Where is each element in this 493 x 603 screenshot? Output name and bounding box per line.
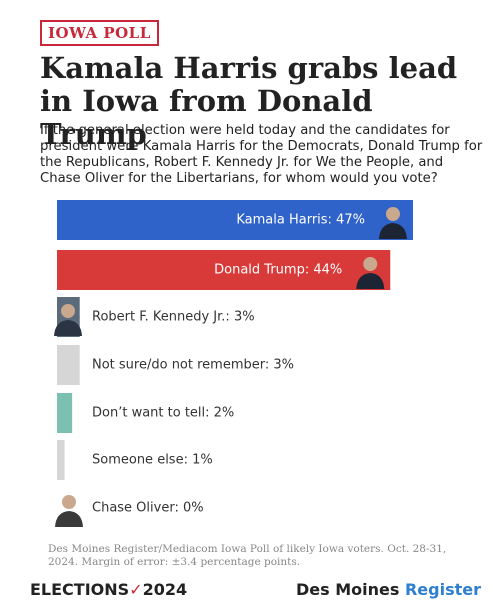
portrait-head <box>385 207 400 221</box>
portrait-head <box>363 257 378 271</box>
portrait <box>378 207 407 239</box>
portrait <box>356 257 385 289</box>
portrait-body <box>378 223 407 239</box>
logo-text: Des Moines <box>296 580 400 599</box>
portrait-body <box>356 273 385 289</box>
bar <box>57 393 73 433</box>
tag: IOWA POLL <box>40 20 159 46</box>
check-icon: ✓ <box>129 580 143 599</box>
value-label: Donald Trump: 44% <box>214 263 342 278</box>
portrait-head <box>62 495 76 509</box>
portrait-head <box>61 304 75 318</box>
portrait-body <box>54 320 82 336</box>
bar <box>57 345 80 385</box>
title: Kamala Harris grabs lead in Iowa from Do… <box>40 51 458 151</box>
value-label: Kamala Harris: 47% <box>236 213 365 228</box>
value-label: Chase Oliver: 0% <box>92 501 204 516</box>
source: Des Moines Register/Mediacom Iowa Poll o… <box>48 543 447 568</box>
portrait-body <box>55 511 83 527</box>
logo-year: 2024 <box>142 580 188 599</box>
value-label: Not sure/do not remember: 3% <box>92 358 294 373</box>
portrait <box>54 304 82 336</box>
chart: Kamala Harris: 47% Donald Trump: 44% Rober… <box>54 200 413 527</box>
bar <box>57 250 391 290</box>
portrait <box>55 495 83 527</box>
bar <box>57 440 65 480</box>
logo-accent: Register <box>404 580 481 599</box>
value-label: Robert F. Kennedy Jr.: 3% <box>92 310 255 325</box>
value-label: Don’t want to tell: 2% <box>92 406 234 421</box>
bar <box>57 200 413 240</box>
register-logo: Des Moines Register <box>296 580 481 599</box>
subtitle: If the general election were held today … <box>40 123 483 186</box>
elections-logo: ELECTIONS✓2024 <box>30 580 187 599</box>
value-label: Someone else: 1% <box>92 453 213 468</box>
logo-text: ELECTIONS <box>30 580 130 599</box>
